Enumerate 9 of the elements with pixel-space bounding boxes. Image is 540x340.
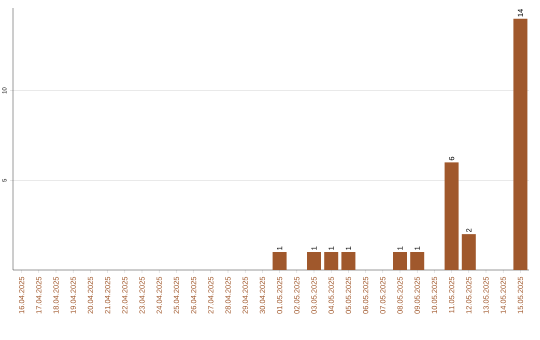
bar <box>341 252 356 270</box>
bar <box>307 252 322 270</box>
bar <box>410 252 424 270</box>
bar <box>444 162 459 270</box>
bar <box>393 252 408 270</box>
bar <box>513 18 528 270</box>
bar <box>462 234 476 270</box>
bar <box>272 252 287 270</box>
bar <box>324 252 338 270</box>
